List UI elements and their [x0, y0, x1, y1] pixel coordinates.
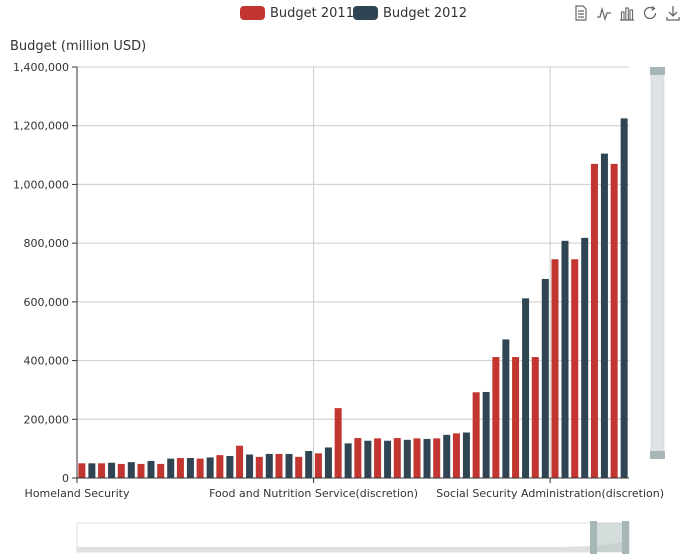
vertical-zoom-handle-top[interactable]: [650, 67, 665, 75]
vertical-zoom-handle-bottom[interactable]: [650, 451, 665, 459]
data-view-icon[interactable]: [573, 5, 589, 21]
bar-budget-2012: [206, 457, 214, 478]
bar-budget-2011: [176, 458, 184, 478]
bar-budget-2012: [522, 298, 530, 478]
bar-budget-2012: [265, 453, 273, 478]
legend: Budget 2011 Budget 2012: [0, 3, 700, 25]
legend-label-budget-2011: Budget 2011: [270, 5, 354, 21]
bar-budget-2011: [157, 463, 165, 478]
bar-budget-2012: [541, 278, 549, 478]
bar-chart-icon[interactable]: [619, 5, 635, 21]
bar-budget-2011: [314, 453, 322, 478]
bar-budget-2011: [255, 456, 263, 478]
bar-budget-2012: [403, 439, 411, 478]
y-tick-label: 0: [62, 472, 69, 485]
bar-budget-2011: [531, 357, 539, 478]
bar-budget-2011: [236, 445, 244, 478]
bar-budget-2011: [590, 163, 598, 478]
horizontal-zoom-handle-left[interactable]: [590, 521, 597, 554]
bar-budget-2012: [324, 447, 332, 478]
bar-budget-2012: [462, 432, 470, 478]
bar-budget-2012: [186, 458, 194, 478]
y-axis-title: Budget (million USD): [10, 39, 146, 54]
y-tick-label: 1,000,000: [13, 178, 69, 191]
y-tick-label: 1,400,000: [13, 61, 69, 74]
bar-budget-2011: [275, 453, 283, 478]
bar-budget-2012: [561, 240, 569, 478]
x-tick-label: Social Security Administration(discretio…: [436, 487, 664, 500]
bar-budget-2012: [108, 462, 116, 478]
bar-budget-2011: [413, 438, 421, 478]
axes: 0 200,000 400,000 600,000 800,000 1,000,000 1,…: [13, 61, 664, 500]
line-chart-icon[interactable]: [596, 5, 612, 21]
bar-budget-2012: [88, 463, 96, 478]
bar-budget-2012: [167, 458, 175, 478]
bar-budget-2011: [117, 463, 125, 478]
vertical-zoom-track[interactable]: [650, 69, 665, 459]
bar-budget-2011: [98, 463, 106, 478]
bar-budget-2011: [354, 438, 362, 478]
horizontal-zoom-handle-right[interactable]: [622, 521, 629, 554]
bars: [78, 118, 628, 478]
bar-budget-2012: [246, 454, 254, 478]
bar-budget-2011: [571, 259, 579, 478]
x-tick-label: Food and Nutrition Service(discretion): [209, 487, 418, 500]
legend-swatch-budget-2011: [240, 6, 265, 20]
bar-budget-2011: [78, 463, 86, 478]
bar-budget-2012: [423, 438, 431, 478]
bar-budget-2012: [443, 434, 451, 478]
legend-label-budget-2012: Budget 2012: [383, 5, 467, 21]
bar-budget-2011: [551, 259, 559, 478]
bar-budget-2011: [334, 408, 342, 478]
y-tick-label: 800,000: [24, 237, 70, 250]
horizontal-zoom-preview: [77, 541, 629, 552]
bar-budget-2012: [482, 391, 490, 478]
x-tick-label: Homeland Security: [25, 487, 130, 500]
download-icon[interactable]: [665, 5, 681, 21]
bar-budget-2012: [502, 339, 510, 478]
bar-budget-2012: [305, 450, 313, 478]
legend-item-budget-2012[interactable]: Budget 2012: [353, 3, 467, 23]
bar-budget-2012: [127, 462, 135, 478]
bar-budget-2011: [374, 438, 382, 478]
toolbox: [573, 5, 688, 25]
y-tick-label: 600,000: [24, 296, 70, 309]
bar-budget-2011: [452, 433, 460, 478]
bar-budget-2011: [295, 456, 303, 478]
bar-budget-2011: [512, 357, 520, 478]
legend-item-budget-2011[interactable]: Budget 2011: [240, 3, 354, 23]
legend-swatch-budget-2012: [353, 6, 378, 20]
bar-budget-2012: [285, 453, 293, 478]
vertical-zoom-slider[interactable]: [650, 67, 665, 459]
bar-budget-2012: [364, 440, 372, 478]
bar-budget-2011: [196, 458, 204, 478]
bar-budget-2012: [384, 440, 392, 478]
bar-budget-2012: [344, 443, 352, 478]
bar-budget-2011: [393, 438, 401, 478]
bar-budget-2012: [581, 237, 589, 478]
bar-budget-2012: [147, 460, 155, 478]
y-tick-label: 200,000: [24, 413, 70, 426]
bar-budget-2011: [137, 463, 145, 478]
bar-budget-2011: [492, 357, 500, 478]
grid: [77, 66, 629, 478]
y-tick-label: 1,200,000: [13, 120, 69, 133]
bar-budget-2012: [620, 118, 628, 478]
y-tick-label: 400,000: [24, 355, 70, 368]
bar-budget-2011: [472, 392, 480, 478]
bar-budget-2011: [610, 163, 618, 478]
bar-budget-2012: [226, 455, 234, 478]
bar-budget-2011: [433, 438, 441, 478]
restore-icon[interactable]: [642, 5, 658, 21]
bar-budget-2012: [600, 153, 608, 478]
bar-budget-2011: [216, 455, 224, 478]
horizontal-zoom-slider[interactable]: [76, 521, 630, 554]
